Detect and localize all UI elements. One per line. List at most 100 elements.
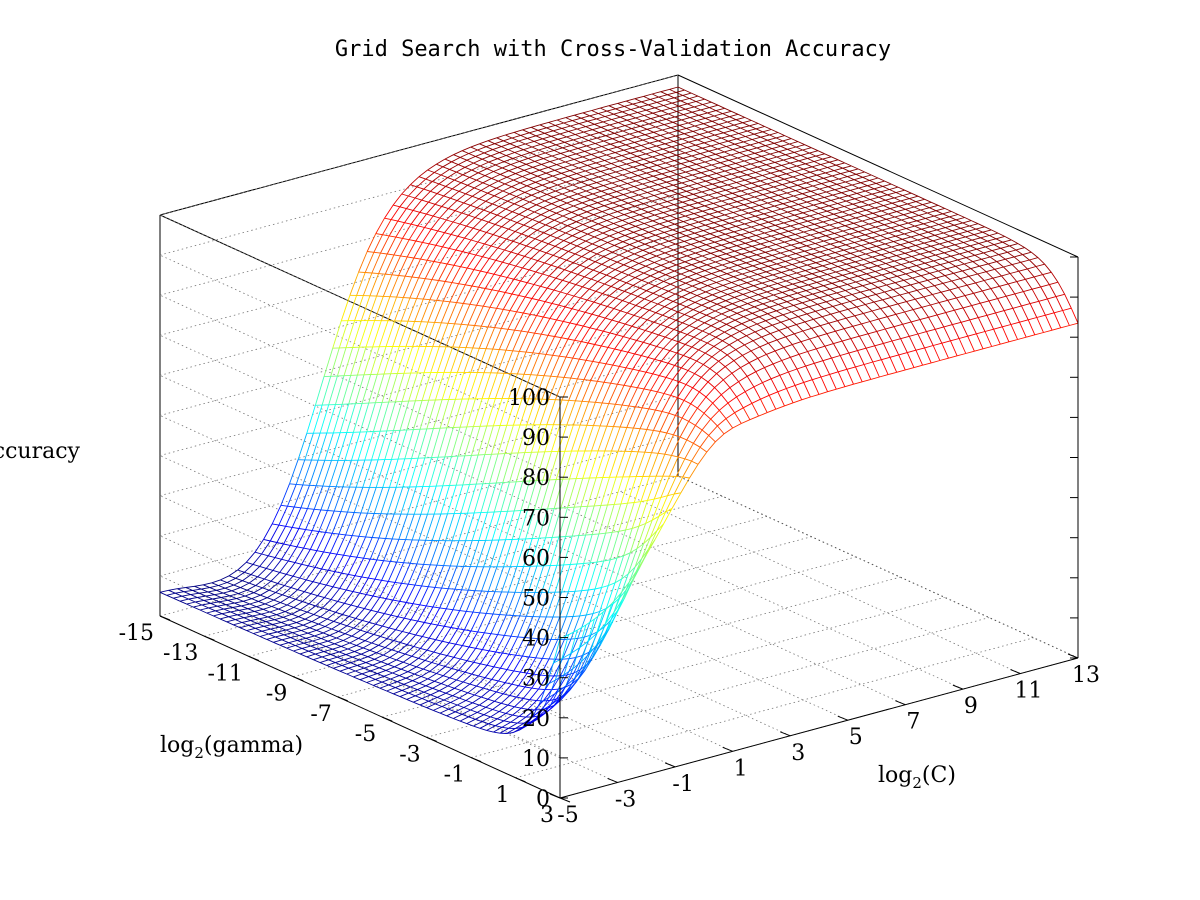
mesh-segment [341, 642, 350, 647]
mesh-segment [693, 104, 703, 108]
mesh-segment [665, 162, 673, 167]
mesh-segment [440, 642, 450, 655]
mesh-segment [399, 600, 407, 603]
mesh-segment [852, 201, 862, 205]
mesh-segment [336, 637, 344, 641]
mesh-segment [568, 193, 578, 198]
mesh-segment [627, 202, 635, 207]
mesh-segment [412, 321, 422, 347]
mesh-segment [798, 201, 808, 205]
mesh-segment [287, 484, 297, 507]
mesh-segment [248, 622, 258, 626]
mesh-segment [732, 190, 742, 194]
mesh-segment [795, 187, 805, 192]
mesh-segment [545, 169, 555, 174]
mesh-segment [553, 130, 561, 135]
mesh-segment [693, 213, 701, 218]
mesh-segment [468, 372, 478, 400]
mesh-segment [658, 96, 666, 101]
mesh-segment [248, 576, 258, 584]
mesh-segment [654, 105, 664, 109]
mesh-segment [607, 193, 615, 198]
mesh-segment [851, 182, 861, 186]
mesh-segment [394, 666, 402, 670]
mesh-segment [673, 182, 682, 186]
mesh-segment [305, 567, 316, 581]
mesh-segment [576, 221, 584, 225]
mesh-segment [727, 247, 735, 252]
mesh-segment [765, 207, 773, 212]
mesh-segment [525, 333, 536, 353]
mesh-segment [207, 589, 217, 593]
mesh-segment [616, 191, 624, 196]
mesh-segment [567, 153, 577, 157]
mesh-segment [520, 132, 530, 136]
mesh-segment [583, 325, 591, 329]
mesh-segment [596, 179, 606, 184]
mesh-segment [225, 602, 235, 606]
mesh-segment [611, 163, 619, 167]
z-grid-line [159, 575, 561, 759]
mesh-segment [549, 138, 559, 143]
mesh-segment [484, 234, 494, 245]
mesh-segment [660, 243, 668, 248]
mesh-segment [304, 433, 314, 461]
mesh-segment [773, 227, 782, 232]
mesh-segment [226, 619, 236, 623]
mesh-segment [550, 234, 558, 239]
mesh-segment [531, 286, 541, 299]
mesh-segment [780, 250, 790, 254]
mesh-segment [379, 663, 389, 669]
mesh-segment [414, 188, 425, 199]
mesh-segment [563, 320, 570, 324]
mesh-segment [646, 237, 654, 242]
mesh-segment [511, 186, 519, 191]
mesh-segment [411, 514, 422, 541]
mesh-segment [688, 139, 698, 143]
mesh-segment [564, 269, 572, 273]
mesh-segment [414, 564, 425, 586]
mesh-segment [660, 264, 668, 269]
mesh-segment [798, 157, 808, 162]
mesh-segment [711, 120, 719, 125]
mesh-segment [717, 104, 725, 109]
mesh-segment [369, 649, 377, 654]
mesh-segment [824, 196, 832, 201]
mesh-segment [469, 303, 477, 306]
mesh-segment [651, 246, 659, 251]
mesh-segment [492, 234, 500, 238]
mesh-segment [603, 182, 613, 187]
mesh-segment [817, 193, 825, 198]
mesh-segment [756, 254, 764, 259]
mesh-segment [698, 114, 706, 119]
mesh-segment [616, 127, 624, 132]
mesh-segment [736, 136, 746, 140]
mesh-segment [343, 659, 351, 664]
mesh-segment [265, 621, 273, 625]
mesh-segment [433, 641, 443, 653]
mesh-segment [883, 205, 891, 210]
mesh-segment [538, 149, 546, 154]
mesh-segment [284, 611, 292, 615]
mesh-segment [470, 143, 480, 148]
mesh-segment [206, 612, 214, 617]
mesh-segment [839, 195, 849, 199]
mesh-segment [676, 152, 686, 156]
mesh-segment [750, 204, 760, 209]
mesh-segment [691, 111, 699, 116]
mesh-segment [760, 134, 770, 138]
mesh-segment [691, 196, 701, 201]
mesh-segment [724, 107, 732, 112]
mesh-segment [612, 271, 622, 279]
mesh-segment [419, 586, 429, 605]
mesh-segment [292, 564, 302, 577]
mesh-segment [786, 236, 794, 241]
mesh-segment [588, 205, 596, 210]
mesh-segment [656, 164, 664, 169]
mesh-segment [379, 401, 390, 432]
mesh-segment [644, 112, 654, 116]
mesh-segment [499, 236, 507, 240]
mesh-segment [363, 346, 374, 375]
mesh-segment [289, 483, 297, 485]
mesh-segment [441, 205, 449, 210]
